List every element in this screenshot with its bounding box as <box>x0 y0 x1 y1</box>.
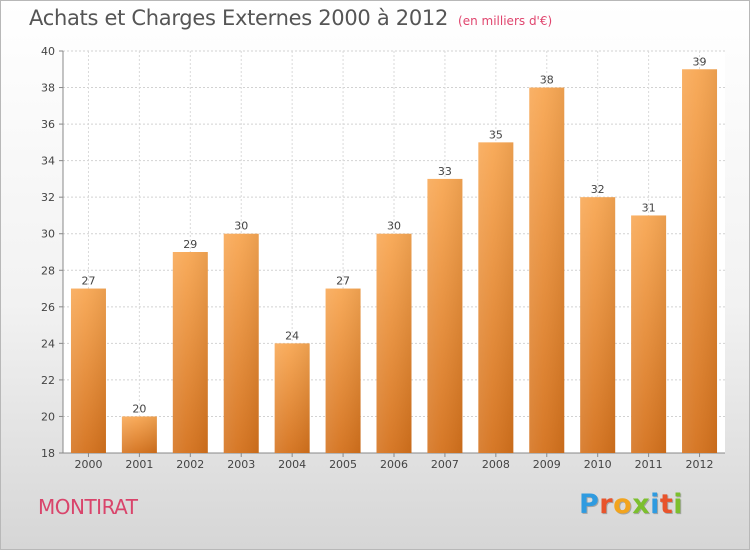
logo-letter: i <box>650 489 660 520</box>
bars <box>70 69 718 453</box>
chart-subtitle: (en milliers d'€) <box>458 14 553 28</box>
y-tick-label: 38 <box>41 82 55 95</box>
bar-shine-2011 <box>631 215 667 453</box>
y-tick-label: 24 <box>41 337 55 350</box>
logo-letter: i <box>673 489 684 520</box>
y-tick-label: 18 <box>41 447 55 460</box>
x-tick-label: 2011 <box>635 458 663 471</box>
bar-shine-2005 <box>325 288 361 453</box>
x-tick-label: 2012 <box>686 458 714 471</box>
x-tick-label: 2001 <box>125 458 153 471</box>
commune-name: MONTIRAT <box>38 495 138 519</box>
y-tick-label: 40 <box>41 45 55 58</box>
proxiti-logo: Proxiti <box>579 489 683 520</box>
chart-title: Achats et Charges Externes 2000 à 2012 (e… <box>29 6 552 30</box>
bar-shine-2007 <box>427 178 463 453</box>
data-label-2008: 35 <box>489 128 503 141</box>
data-label-2007: 33 <box>438 165 452 178</box>
y-tick-label: 30 <box>41 228 55 241</box>
bar-shine-2000 <box>70 288 106 453</box>
data-label-2010: 32 <box>591 183 605 196</box>
bar-shine-2006 <box>376 233 412 453</box>
data-label-2004: 24 <box>285 329 299 342</box>
x-tick-label: 2009 <box>533 458 561 471</box>
chart-title-text: Achats et Charges Externes 2000 à 2012 <box>29 6 449 30</box>
bar-shine-2002 <box>172 252 208 453</box>
y-tick-label: 20 <box>41 410 55 423</box>
data-label-2003: 30 <box>234 220 248 233</box>
x-tick-label: 2004 <box>278 458 306 471</box>
data-label-2000: 27 <box>81 275 95 288</box>
data-label-2001: 20 <box>132 402 146 415</box>
y-tick-label: 28 <box>41 264 55 277</box>
data-label-2005: 27 <box>336 275 350 288</box>
data-label-2009: 38 <box>540 74 554 87</box>
x-tick-label: 2005 <box>329 458 357 471</box>
data-label-2002: 29 <box>183 238 197 251</box>
data-label-2011: 31 <box>642 201 656 214</box>
data-label-2006: 30 <box>387 220 401 233</box>
logo-letter: r <box>599 489 614 520</box>
logo-letter: x <box>632 489 651 520</box>
y-tick-label: 22 <box>41 374 55 387</box>
y-tick-label: 34 <box>41 155 55 168</box>
logo-letter: P <box>579 489 600 520</box>
bar-shine-2009 <box>529 87 565 453</box>
x-tick-label: 2003 <box>227 458 255 471</box>
x-tick-label: 2007 <box>431 458 459 471</box>
bar-shine-2010 <box>580 197 616 453</box>
x-tick-label: 2010 <box>584 458 612 471</box>
bar-shine-2003 <box>223 233 259 453</box>
bar-shine-2001 <box>121 416 157 453</box>
bar-shine-2008 <box>478 142 514 453</box>
bar-shine-2004 <box>274 343 310 453</box>
data-labels: 27 20 29 30 24 27 30 33 35 38 32 31 39 <box>81 55 706 415</box>
data-label-2012: 39 <box>693 55 707 68</box>
y-tick-label: 32 <box>41 191 55 204</box>
y-tick-label: 36 <box>41 118 55 131</box>
logo-letter: o <box>613 489 633 520</box>
x-tick-label: 2008 <box>482 458 510 471</box>
logo-letter: t <box>659 489 674 520</box>
x-tick-label: 2002 <box>176 458 204 471</box>
bar-shine-2012 <box>682 69 718 453</box>
y-tick-label: 26 <box>41 301 55 314</box>
x-tick-label: 2000 <box>74 458 102 471</box>
x-tick-label: 2006 <box>380 458 408 471</box>
